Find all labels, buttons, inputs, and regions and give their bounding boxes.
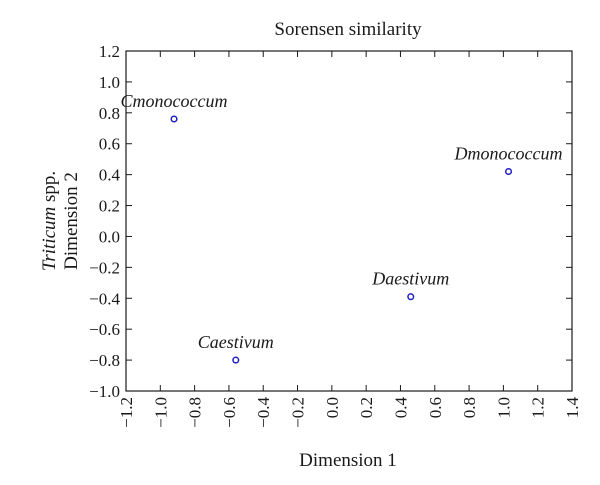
data-point <box>407 293 415 301</box>
y-axis-label-suffix: spp. <box>39 171 60 207</box>
data-point <box>504 167 513 176</box>
x-tick-label: −0.4 <box>254 397 273 428</box>
x-tick-label: 0.2 <box>357 397 376 418</box>
y-tick-label: 0.6 <box>99 135 120 154</box>
data-point <box>170 115 178 123</box>
y-tick-label: 1.2 <box>99 42 120 61</box>
y-tick-label: 0.2 <box>99 197 120 216</box>
x-tick-label: 1.4 <box>563 397 582 419</box>
y-axis-label: Triticum spp. Dimension 2 <box>39 171 82 271</box>
y-axis-label-species: Triticum <box>39 207 60 271</box>
x-axis: −1.2 −1.0 −0.8 −0.6 −0.4 −0.2 0.0 0.2 0.4 0.6 0.8 1… <box>117 51 582 428</box>
plot-frame <box>125 50 573 392</box>
point-label: Cmonococcum <box>121 91 228 111</box>
x-tick-label: −1.2 <box>117 397 136 428</box>
point-label: Dmonococcum <box>454 144 563 164</box>
y-tick-label: 0.8 <box>99 104 120 123</box>
data-points: Cmonococcum Dmonococcum Daestivum Caestivum <box>121 91 563 364</box>
y-axis: −1.0 −0.8 −0.6 −0.4 −0.2 0.0 0.2 0.4 0.6 0.8 1.0 1.… <box>89 42 572 401</box>
point-label: Daestivum <box>371 269 449 289</box>
x-axis-label: Dimension 1 <box>299 450 397 471</box>
point-label: Caestivum <box>198 332 274 352</box>
data-point <box>232 356 240 364</box>
x-tick-label: 0.6 <box>426 397 445 418</box>
y-tick-label: 1.0 <box>99 73 120 92</box>
x-tick-label: 1.2 <box>529 397 548 418</box>
x-tick-label: 0.8 <box>460 397 479 418</box>
x-tick-label: 1.0 <box>494 397 513 418</box>
x-tick-label: −0.6 <box>220 397 239 428</box>
y-tick-label: 0.4 <box>99 166 121 185</box>
chart-title: Sorensen similarity <box>274 19 422 40</box>
y-tick-label: −1.0 <box>89 382 120 401</box>
y-tick-label: −0.4 <box>89 289 120 308</box>
x-tick-label: −1.0 <box>151 397 170 428</box>
x-tick-label: 0.4 <box>391 397 410 419</box>
y-axis-label-line2: Dimension 2 <box>61 172 82 270</box>
x-tick-label: −0.2 <box>289 397 308 428</box>
y-tick-label: 0.0 <box>99 227 120 246</box>
svg-text:Triticum spp.: Triticum spp. <box>39 171 60 271</box>
y-tick-label: −0.2 <box>89 258 120 277</box>
y-tick-label: −0.8 <box>89 351 120 370</box>
x-tick-label: −0.8 <box>186 397 205 428</box>
y-tick-label: −0.6 <box>89 320 120 339</box>
x-tick-label: 0.0 <box>323 397 342 418</box>
